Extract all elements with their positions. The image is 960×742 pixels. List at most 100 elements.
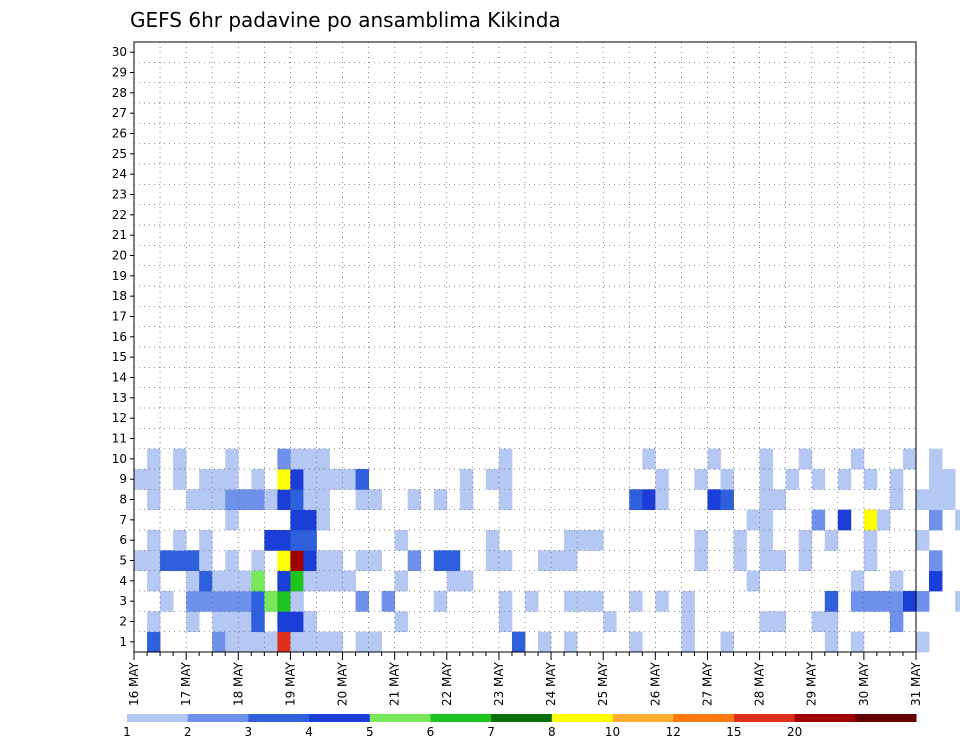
heatmap-cell-m9-t52 bbox=[811, 469, 826, 490]
x-axis: 16 MAY 17 MAY 18 MAY 19 MAY 20 MAY 21 MAY 22 M… bbox=[127, 652, 923, 706]
heatmap-cell-m7-t56 bbox=[863, 509, 878, 531]
heatmap-cell-m8-t25 bbox=[459, 489, 474, 511]
heatmap-cell-m1-t6 bbox=[212, 631, 226, 653]
y-tick-label: 18 bbox=[112, 289, 127, 303]
heatmap-cell-m7-t54 bbox=[837, 509, 852, 531]
y-tick-label: 13 bbox=[112, 391, 127, 405]
legend-label: 7 bbox=[487, 725, 495, 739]
heatmap-cell-m4-t20 bbox=[394, 570, 409, 592]
heatmap-cell-m8-t48 bbox=[759, 489, 774, 511]
heatmap-cell-m6-t3 bbox=[173, 530, 187, 551]
heatmap-cell-m5-t51 bbox=[798, 550, 813, 572]
y-tick-label: 16 bbox=[112, 330, 127, 344]
heatmap-cell-m8-t6 bbox=[212, 489, 226, 511]
heatmap-cell-m8-t40 bbox=[655, 489, 669, 511]
y-tick-label: 30 bbox=[112, 45, 127, 59]
y-tick-label: 5 bbox=[119, 554, 127, 568]
heatmap-cell-m5-t23 bbox=[433, 550, 448, 572]
heatmap-cell-m3-t56 bbox=[863, 591, 878, 612]
y-tick-label: 2 bbox=[119, 615, 127, 629]
heatmap-cell-m4-t47 bbox=[746, 570, 760, 592]
heatmap-cell-m2-t36 bbox=[603, 611, 617, 633]
legend-label: 15 bbox=[726, 725, 741, 739]
heatmap-cell-m1-t60 bbox=[916, 631, 930, 653]
heatmap-cell-m4-t1 bbox=[147, 570, 161, 592]
heatmap-cell-m7-t57 bbox=[876, 509, 891, 531]
heatmap-cell-m3-t5 bbox=[199, 591, 213, 612]
x-tick-label: 30 MAY bbox=[857, 661, 871, 706]
legend-label: 10 bbox=[605, 725, 620, 739]
heatmap-cell-m3-t4 bbox=[186, 591, 200, 612]
heatmap-cell-m5-t14 bbox=[316, 550, 330, 572]
legend-swatch bbox=[794, 714, 856, 722]
heatmap-cell-m6-t1 bbox=[147, 530, 161, 551]
heatmap-cell-m6-t10 bbox=[264, 530, 278, 551]
y-tick-label: 17 bbox=[112, 310, 127, 324]
x-tick-label: 17 MAY bbox=[179, 661, 193, 706]
heatmap-cell-m6-t43 bbox=[694, 530, 708, 551]
heatmap-cell-m5-t11 bbox=[277, 550, 291, 572]
heatmap-cell-m4-t58 bbox=[889, 570, 904, 592]
heatmap-cell-m5-t31 bbox=[538, 550, 552, 572]
heatmap-cell-m10-t39 bbox=[642, 448, 656, 470]
heatmap-cell-m8-t17 bbox=[355, 489, 369, 511]
heatmap-cell-m8-t7 bbox=[225, 489, 239, 511]
heatmap-cell-m5-t28 bbox=[498, 550, 513, 572]
heatmap-cell-m5-t2 bbox=[160, 550, 174, 572]
heatmap-cell-m2-t9 bbox=[251, 611, 265, 633]
heatmap-cell-m8-t14 bbox=[316, 489, 330, 511]
heatmap-cell-m1-t11 bbox=[277, 631, 291, 653]
heatmap-cell-m6-t13 bbox=[303, 530, 317, 551]
heatmap-cell-m1-t15 bbox=[329, 631, 343, 653]
heatmap-cell-m9-t0 bbox=[134, 469, 148, 490]
heatmap-cell-m8-t23 bbox=[433, 489, 448, 511]
heatmap-cell-m6-t33 bbox=[564, 530, 578, 551]
heatmap-cell-m9-t58 bbox=[889, 469, 904, 490]
heatmap-cell-m2-t8 bbox=[238, 611, 252, 633]
heatmap-cell-m6-t60 bbox=[916, 530, 930, 551]
heatmap-cell-m9-t40 bbox=[655, 469, 669, 490]
heatmap-cell-m7-t47 bbox=[746, 509, 760, 531]
y-tick-label: 3 bbox=[119, 594, 127, 608]
heatmap-cell-m8-t62 bbox=[942, 489, 956, 511]
heatmap-cell-m8-t44 bbox=[707, 489, 721, 511]
heatmap-cell-m2-t58 bbox=[889, 611, 904, 633]
heatmap-cell-m1-t17 bbox=[355, 631, 369, 653]
legend-label: 4 bbox=[305, 725, 313, 739]
heatmap-cell-m6-t56 bbox=[863, 530, 878, 551]
heatmap-cell-m1-t13 bbox=[303, 631, 317, 653]
heatmap-cell-m10-t48 bbox=[759, 448, 774, 470]
heatmap-cell-m3-t17 bbox=[355, 591, 369, 612]
heatmap-cell-m10-t11 bbox=[277, 448, 291, 470]
heatmap-cell-m4-t24 bbox=[446, 570, 461, 592]
heatmap-cell-m4-t4 bbox=[186, 570, 200, 592]
heatmap-cell-m3-t40 bbox=[655, 591, 669, 612]
heatmap-cell-m5-t18 bbox=[368, 550, 383, 572]
heatmap-cell-m5-t9 bbox=[251, 550, 265, 572]
heatmap-cell-m10-t14 bbox=[316, 448, 330, 470]
heatmap-cell-m7-t14 bbox=[316, 509, 330, 531]
heatmap-cell-m2-t7 bbox=[225, 611, 239, 633]
heatmap-cell-m2-t12 bbox=[290, 611, 304, 633]
legend-label: 5 bbox=[366, 725, 374, 739]
legend-swatch bbox=[187, 714, 249, 722]
heatmap-cell-m3-t58 bbox=[889, 591, 904, 612]
heatmap-cell-m1-t9 bbox=[251, 631, 265, 653]
heatmap-cell-m9-t12 bbox=[290, 469, 304, 490]
heatmap-cell-m9-t13 bbox=[303, 469, 317, 490]
heatmap-cell-m2-t6 bbox=[212, 611, 226, 633]
heatmap-cell-m7-t48 bbox=[759, 509, 774, 531]
heatmap-cell-m9-t16 bbox=[342, 469, 356, 490]
legend-swatch bbox=[673, 714, 735, 722]
legend-swatch bbox=[855, 714, 917, 722]
heatmap-cell-m9-t50 bbox=[785, 469, 800, 490]
y-tick-label: 23 bbox=[112, 188, 127, 202]
heatmap-cell-m8-t49 bbox=[772, 489, 787, 511]
heatmap-cell-m3-t33 bbox=[564, 591, 578, 612]
heatmap-cell-m9-t27 bbox=[485, 469, 500, 490]
x-tick-label: 18 MAY bbox=[231, 661, 245, 706]
x-tick-label: 25 MAY bbox=[596, 661, 610, 706]
heatmap-cell-m1-t38 bbox=[629, 631, 643, 653]
heatmap-cell-m9-t61 bbox=[929, 469, 943, 490]
